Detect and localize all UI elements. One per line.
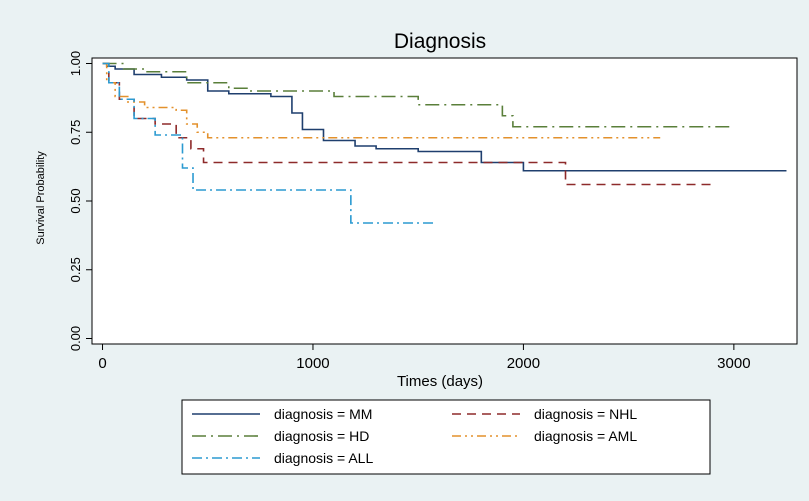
series-line xyxy=(102,62,734,128)
y-axis: 0.00 0.25 0.50 0.75 1.00 xyxy=(68,51,92,351)
series-line xyxy=(102,62,661,139)
x-tick-label: 3000 xyxy=(717,355,750,372)
legend-label: diagnosis = HD xyxy=(274,428,369,444)
series-line xyxy=(102,62,713,186)
x-axis-label: Times (days) xyxy=(397,373,483,390)
x-tick-label: 0 xyxy=(98,355,106,372)
legend-label: diagnosis = ALL xyxy=(274,450,373,466)
y-tick-label: 1.00 xyxy=(68,51,83,76)
y-tick-label: 0.50 xyxy=(68,188,83,213)
series-lines xyxy=(102,62,787,224)
series-line xyxy=(102,62,787,172)
y-axis-label: Survival Probability xyxy=(35,151,47,245)
x-tick-label: 1000 xyxy=(296,355,329,372)
chart-title: Diagnosis xyxy=(394,30,486,53)
legend-box xyxy=(181,399,711,475)
series-line xyxy=(102,62,436,224)
y-tick-label: 0.75 xyxy=(68,120,83,145)
legend: diagnosis = MM diagnosis = NHL diagnosis =… xyxy=(181,399,711,475)
legend-label: diagnosis = AML xyxy=(534,428,637,444)
legend-label: diagnosis = NHL xyxy=(534,406,637,422)
plot-area xyxy=(91,57,798,345)
y-tick-label: 0.00 xyxy=(68,326,83,351)
x-axis: 0 1000 2000 3000 xyxy=(98,344,751,372)
legend-label: diagnosis = MM xyxy=(274,406,372,422)
x-tick-label: 2000 xyxy=(507,355,540,372)
y-tick-label: 0.25 xyxy=(68,257,83,282)
